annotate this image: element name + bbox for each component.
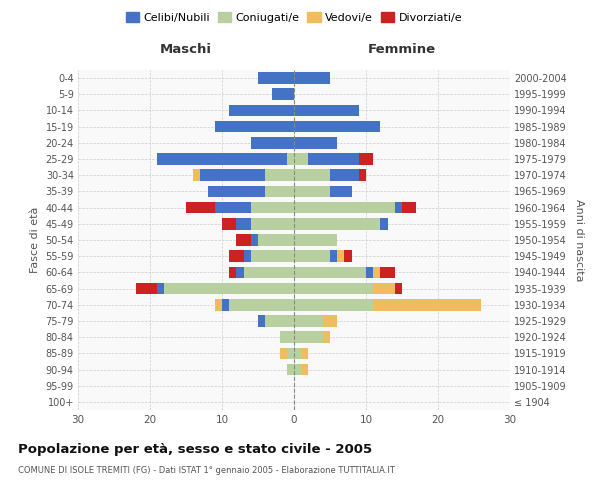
Bar <box>294 364 301 376</box>
Bar <box>330 170 359 181</box>
Bar <box>323 315 337 327</box>
Bar <box>157 282 164 294</box>
Bar <box>272 88 294 100</box>
Bar <box>258 234 294 246</box>
Bar <box>294 170 330 181</box>
Bar <box>215 121 294 132</box>
Y-axis label: Fasce di età: Fasce di età <box>30 207 40 273</box>
Bar <box>301 364 308 376</box>
Bar <box>251 234 258 246</box>
Bar <box>265 170 294 181</box>
Bar <box>244 250 251 262</box>
Bar <box>236 234 251 246</box>
Bar <box>229 104 294 117</box>
Bar <box>323 332 330 343</box>
Bar <box>294 137 337 148</box>
Bar <box>402 202 416 213</box>
Bar <box>215 202 251 213</box>
Text: Maschi: Maschi <box>160 44 212 57</box>
Bar <box>337 250 344 262</box>
Bar <box>136 282 157 294</box>
Bar <box>244 266 294 278</box>
Text: COMUNE DI ISOLE TREMITI (FG) - Dati ISTAT 1° gennaio 2005 - Elaborazione TUTTITA: COMUNE DI ISOLE TREMITI (FG) - Dati ISTA… <box>18 466 395 475</box>
Bar <box>208 186 265 198</box>
Bar <box>294 121 380 132</box>
Bar <box>330 250 337 262</box>
Bar <box>373 299 481 310</box>
Bar <box>200 170 265 181</box>
Bar <box>157 153 287 165</box>
Bar <box>280 332 294 343</box>
Bar <box>373 266 380 278</box>
Bar <box>294 348 301 359</box>
Bar <box>359 170 366 181</box>
Bar <box>287 364 294 376</box>
Bar <box>193 170 200 181</box>
Bar <box>287 348 294 359</box>
Bar <box>294 234 337 246</box>
Bar <box>280 348 287 359</box>
Legend: Celibi/Nubili, Coniugati/e, Vedovi/e, Divorziati/e: Celibi/Nubili, Coniugati/e, Vedovi/e, Di… <box>121 8 467 28</box>
Bar <box>222 218 236 230</box>
Bar <box>258 72 294 84</box>
Bar <box>294 299 373 310</box>
Bar <box>380 218 388 230</box>
Bar <box>344 250 352 262</box>
Y-axis label: Anni di nascita: Anni di nascita <box>574 198 584 281</box>
Bar <box>236 266 244 278</box>
Bar <box>294 332 323 343</box>
Bar <box>294 282 373 294</box>
Bar <box>308 153 359 165</box>
Bar <box>294 250 330 262</box>
Bar <box>395 202 402 213</box>
Text: Femmine: Femmine <box>368 44 436 57</box>
Bar <box>251 137 294 148</box>
Bar <box>330 186 352 198</box>
Bar <box>258 315 265 327</box>
Bar <box>373 282 395 294</box>
Bar <box>301 348 308 359</box>
Bar <box>236 218 251 230</box>
Bar <box>164 282 294 294</box>
Bar <box>229 266 236 278</box>
Bar <box>294 315 323 327</box>
Bar <box>251 202 294 213</box>
Bar <box>229 299 294 310</box>
Bar <box>294 202 395 213</box>
Bar <box>251 250 294 262</box>
Bar <box>294 104 359 117</box>
Bar <box>294 186 330 198</box>
Bar <box>265 186 294 198</box>
Bar <box>186 202 215 213</box>
Text: Popolazione per età, sesso e stato civile - 2005: Popolazione per età, sesso e stato civil… <box>18 442 372 456</box>
Bar <box>265 315 294 327</box>
Bar <box>395 282 402 294</box>
Bar <box>229 250 244 262</box>
Bar <box>366 266 373 278</box>
Bar <box>294 218 380 230</box>
Bar <box>294 266 366 278</box>
Bar <box>380 266 395 278</box>
Bar <box>287 153 294 165</box>
Bar <box>359 153 373 165</box>
Bar <box>251 218 294 230</box>
Bar <box>294 153 308 165</box>
Bar <box>294 72 330 84</box>
Bar <box>215 299 222 310</box>
Bar <box>222 299 229 310</box>
